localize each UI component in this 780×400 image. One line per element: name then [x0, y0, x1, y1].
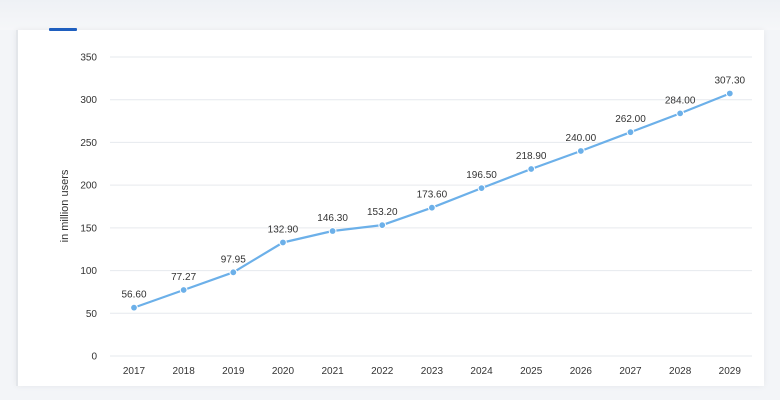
y-tick-label: 300: [80, 95, 97, 106]
x-tick-label: 2018: [173, 366, 196, 377]
data-point[interactable]: [527, 165, 536, 173]
x-axis-ticks: 2017 2018 2019 2020 2021 2022 2023 2024 2025 2026…: [123, 366, 741, 377]
grid-lines: [110, 56, 752, 357]
data-label: 284.00: [665, 95, 696, 106]
x-tick-label: 2017: [123, 366, 146, 377]
chart-card: [16, 30, 764, 386]
x-tick-label: 2028: [669, 366, 692, 377]
x-tick-label: 2019: [222, 366, 245, 377]
y-tick-label: 250: [80, 138, 97, 149]
x-tick-label: 2021: [321, 366, 344, 377]
y-tick-label: 100: [80, 266, 97, 277]
data-point[interactable]: [179, 286, 188, 294]
data-label: 132.90: [268, 224, 299, 235]
data-label: 77.27: [171, 272, 196, 283]
data-label: 240.00: [566, 133, 597, 144]
data-label: 146.30: [317, 213, 348, 224]
data-point[interactable]: [725, 89, 734, 98]
y-tick-label: 50: [86, 309, 98, 320]
y-tick-label: 0: [91, 352, 97, 363]
y-axis-ticks: 0 50 100 150 200 250 300 350: [80, 53, 97, 363]
data-point[interactable]: [576, 147, 585, 155]
data-point[interactable]: [279, 238, 287, 247]
y-tick-label: 350: [80, 53, 97, 64]
y-tick-label: 200: [80, 181, 97, 192]
data-point[interactable]: [626, 128, 635, 137]
y-axis-title: in million users: [59, 169, 71, 242]
x-tick-label: 2026: [570, 366, 593, 377]
data-point[interactable]: [229, 268, 238, 277]
card-left-border: [16, 30, 18, 386]
active-tab-indicator[interactable]: [49, 28, 77, 31]
data-label: 218.90: [516, 151, 547, 162]
data-point[interactable]: [328, 227, 337, 235]
data-label: 196.50: [466, 170, 497, 181]
data-label: 173.60: [417, 190, 448, 201]
data-point[interactable]: [477, 184, 486, 193]
data-labels: 56.60 77.27 97.95 132.90 146.30 153.20 173.60 1…: [121, 75, 745, 300]
data-label: 307.30: [715, 75, 746, 86]
data-point[interactable]: [676, 109, 685, 118]
x-tick-label: 2025: [520, 366, 543, 377]
data-points: [130, 89, 734, 312]
x-tick-label: 2020: [272, 366, 295, 377]
x-tick-label: 2023: [421, 366, 444, 377]
data-point[interactable]: [378, 221, 387, 230]
data-point[interactable]: [428, 203, 436, 212]
x-tick-label: 2029: [719, 366, 742, 377]
data-label: 262.00: [615, 114, 646, 125]
data-label: 56.60: [121, 290, 146, 301]
x-tick-label: 2027: [619, 366, 642, 377]
data-label: 97.95: [221, 254, 246, 265]
data-point[interactable]: [130, 303, 138, 312]
x-tick-label: 2024: [470, 366, 493, 377]
top-band: [0, 0, 780, 30]
data-label: 153.20: [367, 207, 398, 218]
x-tick-label: 2022: [371, 366, 394, 377]
y-tick-label: 150: [80, 223, 97, 234]
